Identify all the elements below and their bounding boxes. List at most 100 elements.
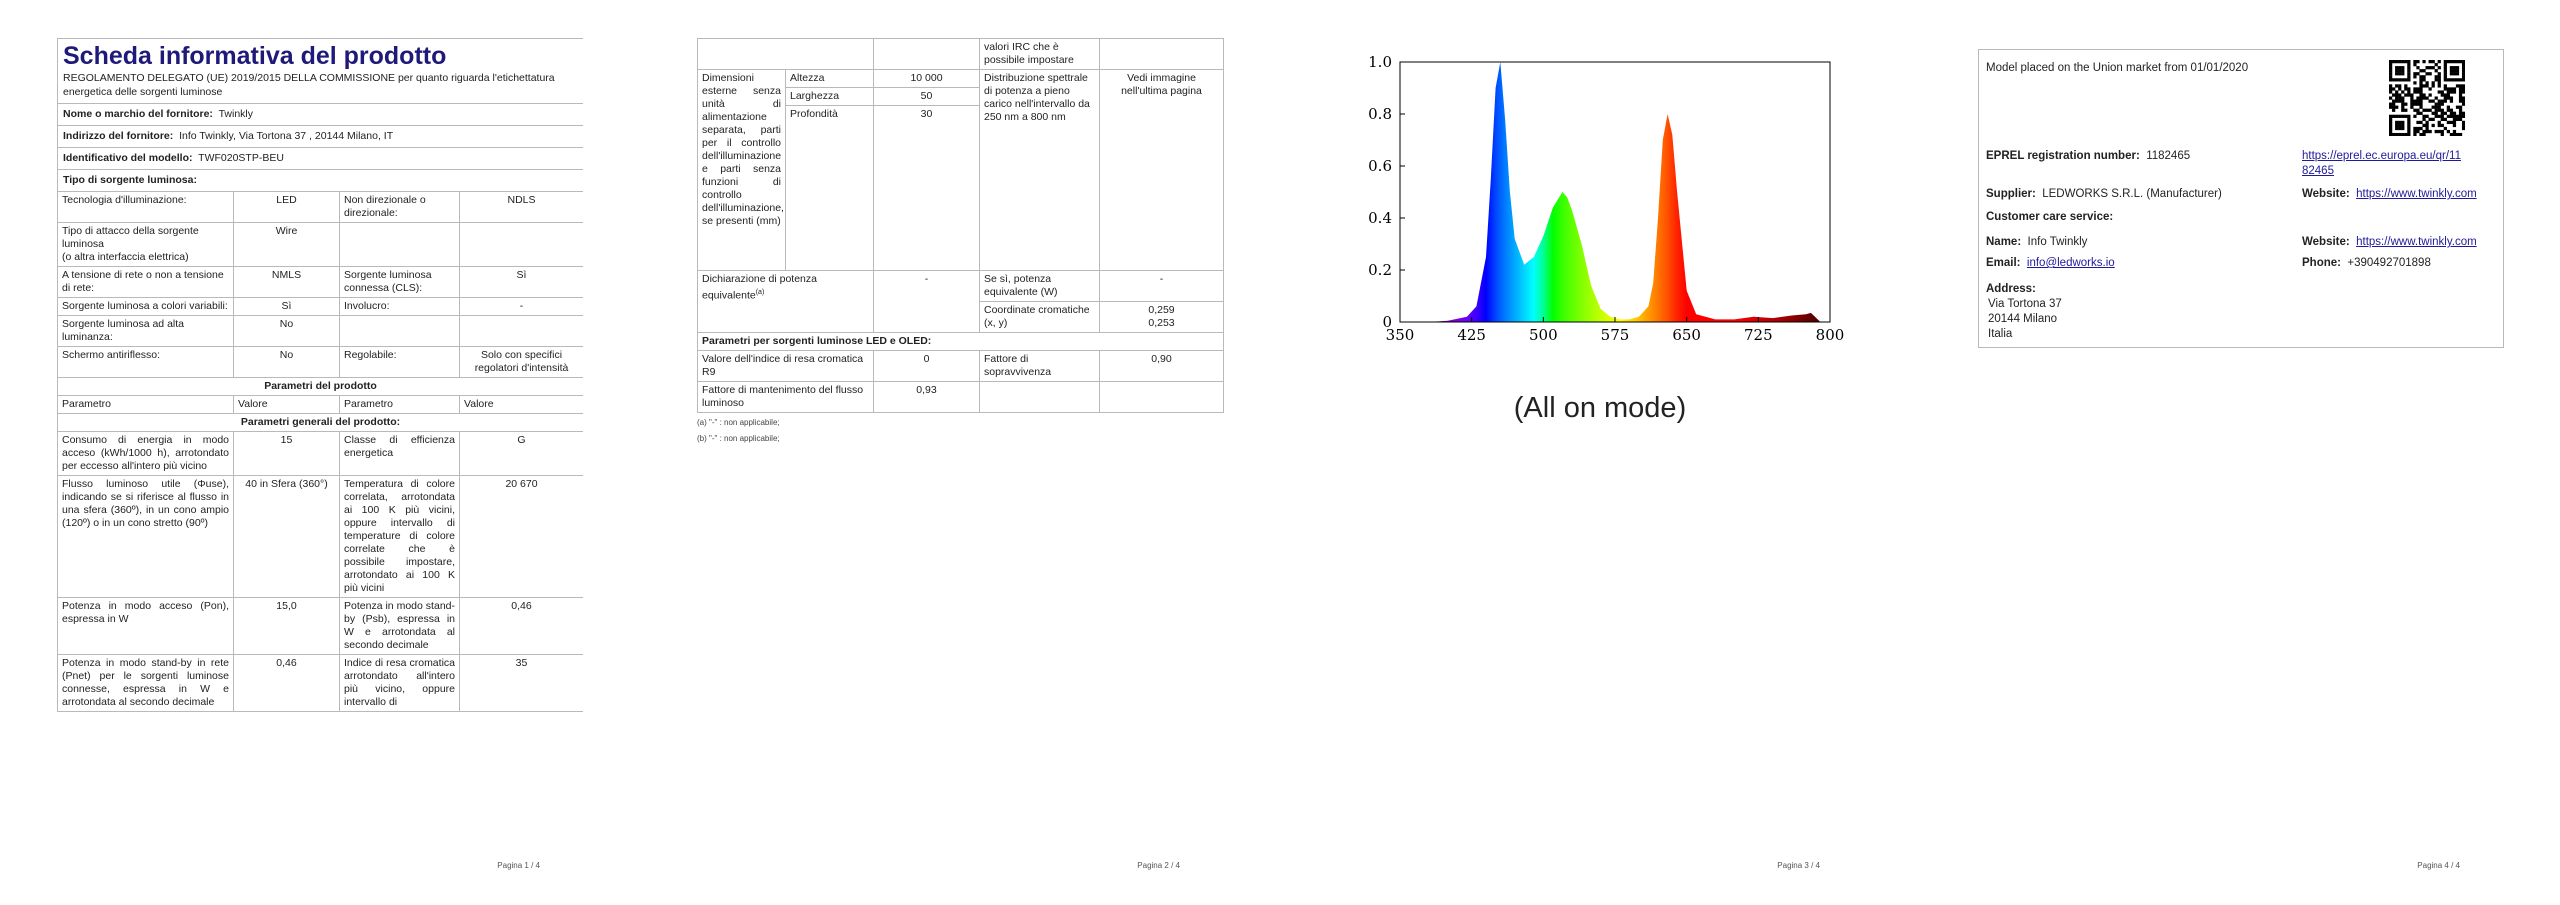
spectral-distribution-label: Distribuzione spettrale di potenza a pie… — [979, 69, 1100, 271]
website-label-2: Website: — [2302, 236, 2350, 248]
col-header-parametro-2: Parametro — [339, 395, 460, 414]
width-label: Larghezza — [785, 87, 874, 106]
chromaticity-value: 0,259 0,253 — [1099, 301, 1224, 333]
col-header-parametro-1: Parametro — [57, 395, 234, 414]
eprel-link-line2: 82465 — [2302, 165, 2334, 177]
param-value: 15 — [233, 431, 340, 476]
x-tick-label: 575 — [1601, 326, 1630, 344]
x-tick-label: 800 — [1816, 326, 1845, 344]
spectral-power-chart: 350 425 500 575 650 725 800 0 0.2 0.4 0.6 0.8 1.0 — [1368, 53, 1845, 344]
param-label: Sorgente luminosa ad alta luminanza: — [57, 315, 234, 347]
x-tick-label: 350 — [1386, 326, 1415, 344]
address-line-2: 20144 Milano — [1988, 313, 2058, 325]
param-label: Tecnologia d'illuminazione: — [57, 191, 234, 223]
general-params-heading: Parametri generali del prodotto: — [57, 413, 583, 432]
eprel-number: EPREL registration number: 1182465 — [1986, 149, 2190, 164]
param-value: No — [233, 315, 340, 347]
phone-row: Phone: +390492701898 — [2302, 256, 2431, 271]
flux-maintenance-label: Fattore di mantenimento del flusso lumin… — [697, 381, 874, 413]
y-tick-label: 0.2 — [1368, 261, 1392, 279]
y-tick-label: 0.4 — [1368, 209, 1392, 227]
col-header-valore-2: Valore — [458, 395, 583, 414]
param-value: G — [458, 431, 583, 476]
model-id-label: Identificativo del modello: — [63, 152, 193, 164]
website-link[interactable]: https://www.twinkly.com — [2356, 188, 2477, 200]
param-value: LED — [233, 191, 340, 223]
source-type-row: Tipo di attacco della sorgente luminosa … — [57, 222, 583, 267]
param-value — [458, 315, 583, 347]
email-link[interactable]: info@ledworks.io — [2026, 257, 2115, 269]
param-label: Sorgente luminosa a colori variabili: — [57, 297, 234, 316]
supplier-name-value: Twinkly — [218, 108, 254, 120]
param-label: Temperatura di colore correlata, arroton… — [339, 475, 460, 598]
param-value: 35 — [458, 654, 583, 712]
general-param-row: Potenza in modo stand-by in rete (Pnet) … — [57, 654, 583, 712]
contact-name-row: Name: Info Twinkly — [1986, 235, 2087, 250]
param-label: Involucro: — [339, 297, 460, 316]
equivalent-power-value: - — [873, 270, 980, 333]
r9-value: 0 — [873, 350, 980, 382]
y-tick-label: 0.6 — [1368, 157, 1392, 175]
param-value: 15,0 — [233, 597, 340, 655]
param-value: 20 670 — [458, 475, 583, 598]
param-label: Flusso luminoso utile (Φuse), indicando … — [57, 475, 234, 598]
width-value: 50 — [873, 87, 980, 106]
source-type-rows: Tecnologia d'illuminazione: LED Non direzi… — [57, 191, 583, 378]
supplier-label: Supplier: — [1986, 188, 2036, 200]
blank-cell — [979, 381, 1100, 413]
address-label: Address: — [1986, 283, 2036, 295]
param-value: NDLS — [458, 191, 583, 223]
page-number: Pagina 3 / 4 — [1777, 861, 1820, 870]
y-tick-label: 1.0 — [1368, 53, 1392, 71]
param-label: Indice di resa cromatica arrotondato all… — [339, 654, 460, 712]
param-label: Regolabile: — [339, 346, 460, 378]
led-params-heading: Parametri per sorgenti luminose LED e OL… — [697, 332, 1224, 351]
chromaticity-y: 0,253 — [1148, 317, 1175, 329]
depth-label: Profondità — [785, 105, 874, 123]
eprel-link[interactable]: https://eprel.ec.europa.eu/qr/11 82465 — [2302, 150, 2461, 177]
param-value: Sì — [233, 297, 340, 316]
equivalent-power-label: Dichiarazione di potenza equivalente(a) — [697, 270, 874, 333]
param-label: Potenza in modo stand-by (Psb), espressa… — [339, 597, 460, 655]
survival-factor-label: Fattore di sopravvivenza — [979, 350, 1100, 382]
param-value: Sì — [458, 266, 583, 298]
param-label: Non direzionale o direzionale: — [339, 191, 460, 223]
footnote-a: (a) "-" : non applicabile; — [697, 418, 780, 427]
email-label: Email: — [1986, 257, 2021, 269]
qr-code-icon[interactable] — [2389, 60, 2465, 136]
irc-range-text: valori IRC che è possibile impostare — [979, 38, 1100, 70]
y-tick-label: 0 — [1382, 313, 1392, 331]
param-value: Wire — [233, 222, 340, 267]
website-link-2[interactable]: https://www.twinkly.com — [2356, 236, 2477, 248]
footnotes: (a) "-" : non applicabile; (b) "-" : non… — [697, 415, 1223, 447]
eprel-number-value: 1182465 — [2146, 150, 2191, 162]
contact-name-value: Info Twinkly — [2027, 236, 2088, 248]
page-1: Scheda informativa del prodotto REGOLAME… — [0, 0, 640, 905]
source-type-row: A tensione di rete o non a tensione di r… — [57, 266, 583, 298]
contact-name-label: Name: — [1986, 236, 2022, 248]
page-number: Pagina 1 / 4 — [497, 861, 540, 870]
blank-cell — [873, 38, 980, 70]
height-label: Altezza — [785, 69, 874, 88]
param-value — [458, 222, 583, 267]
col-header-valore-1: Valore — [233, 395, 340, 414]
spectrum-area — [1428, 62, 1821, 322]
address-lines: Via Tortona 37 20144 Milano Italia — [1988, 297, 2062, 342]
blank-cell — [1099, 381, 1224, 413]
param-label — [339, 222, 460, 267]
website-row: Website: https://www.twinkly.com — [2302, 187, 2477, 202]
blank-cell — [785, 123, 874, 271]
plot-frame — [1399, 61, 1831, 323]
param-value: 0,46 — [233, 654, 340, 712]
address-line-1: Via Tortona 37 — [1988, 298, 2062, 310]
phone-value: +390492701898 — [2347, 257, 2431, 269]
param-label: A tensione di rete o non a tensione di r… — [57, 266, 234, 298]
chart-caption: (All on mode) — [1513, 392, 1687, 424]
source-type-heading: Tipo di sorgente luminosa: — [57, 169, 583, 192]
product-info-table: Scheda informativa del prodotto REGOLAME… — [57, 38, 583, 712]
height-value: 10 000 — [873, 69, 980, 88]
source-type-row: Tecnologia d'illuminazione: LED Non direzi… — [57, 191, 583, 223]
page-2: valori IRC che è possibile impostare Dim… — [640, 0, 1280, 905]
blank-cell — [697, 38, 874, 70]
x-tick-label: 725 — [1744, 326, 1773, 344]
